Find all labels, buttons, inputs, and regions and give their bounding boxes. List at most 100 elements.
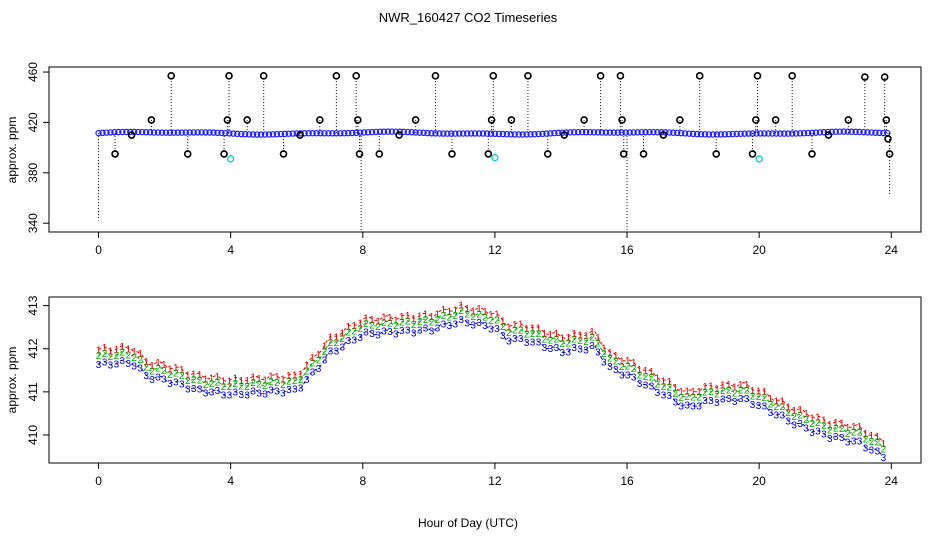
series-point-2: 2 [464,310,470,321]
series-point-1: 1 [268,372,274,383]
baseline-point [285,130,292,137]
series-point-2: 2 [869,437,875,448]
series-point-2: 2 [250,378,256,389]
series-point-1: 1 [369,315,375,326]
series-point-1: 1 [244,376,250,387]
baseline-point [745,130,752,137]
top-x-tick-label: 0 [95,243,102,257]
spike-point [659,131,668,139]
series-point-3: 3 [244,390,250,401]
spike-point [259,72,268,80]
series-point-3: 3 [381,327,387,338]
series-point-2: 2 [357,324,363,335]
baseline-point [432,130,439,137]
baseline-point [832,128,839,135]
series-point-3: 3 [452,320,458,331]
series-point-3: 3 [340,343,346,354]
spike-point [243,116,251,124]
series-point-1: 1 [613,351,619,362]
series-point-3: 3 [221,391,227,402]
spike-point [355,150,364,158]
series-point-3: 3 [114,359,120,370]
series-point-2: 2 [238,382,244,393]
baseline-point [574,128,582,136]
series-point-1: 1 [191,370,197,381]
series-point-2: 2 [131,353,137,364]
series-point-3: 3 [375,331,381,342]
series-point-3: 3 [102,357,108,368]
series-point-3: 3 [316,364,322,375]
series-point-3: 3 [149,375,155,386]
baseline-point [864,129,871,136]
baseline-point [467,130,475,137]
series-point-1: 1 [173,363,179,374]
baseline-point [697,131,705,138]
series-point-1: 1 [625,356,631,367]
series-point-2: 2 [696,393,702,404]
baseline-point [416,129,423,136]
series-point-2: 2 [583,337,589,348]
series-point-3: 3 [756,401,762,412]
baseline-point [138,128,146,136]
baseline-point [757,130,764,137]
top-x-tick-label: 8 [359,243,366,257]
series-point-1: 1 [720,380,726,391]
series-point-1: 1 [411,314,417,325]
bottom-x-tick-label: 16 [620,474,634,488]
series-point-2: 2 [738,385,744,396]
series-point-2: 2 [149,367,155,378]
series-point-2: 2 [399,318,405,329]
series-point-1: 1 [690,387,696,398]
series-point-3: 3 [851,436,857,447]
spike-point [808,150,816,158]
series-point-3: 3 [875,446,881,457]
series-point-3: 3 [881,453,887,464]
bottom-y-tick-label: 410 [26,425,40,445]
series-point-1: 1 [631,358,637,369]
baseline-point [610,129,618,136]
series-point-3: 3 [238,390,244,401]
series-point-2: 2 [690,393,696,404]
series-point-2: 2 [815,418,821,429]
series-point-2: 2 [607,353,613,364]
series-point-2: 2 [244,382,250,393]
baseline-point [880,129,887,137]
series-point-1: 1 [607,348,613,359]
baseline-point [681,130,689,137]
bottom-x-tick-label: 12 [488,474,502,488]
baseline-point [721,131,729,138]
series-point-2: 2 [298,375,304,386]
baseline-point [567,129,574,136]
series-point-3: 3 [137,363,143,374]
series-point-3: 3 [161,374,167,385]
series-point-3: 3 [601,358,607,369]
baseline-point [281,130,289,138]
series-point-3: 3 [667,391,673,402]
baseline-point [634,129,641,136]
series-point-2: 2 [542,334,548,345]
series-point-3: 3 [197,384,203,395]
baseline-point [150,129,158,136]
baseline-point [309,130,316,137]
baseline-point [531,131,538,138]
series-point-3: 3 [310,367,316,378]
series-point-1: 1 [774,397,780,408]
baseline-point [674,129,681,137]
series-point-3: 3 [470,321,476,332]
series-point-3: 3 [708,396,714,407]
series-point-3: 3 [803,423,809,434]
series-point-3: 3 [702,396,708,407]
series-point-1: 1 [619,356,625,367]
series-point-1: 1 [506,322,512,333]
baseline-point [551,129,558,137]
baseline-point [491,130,499,137]
series-point-1: 1 [96,346,102,357]
baseline-point [257,131,265,138]
baseline-point [479,130,487,137]
series-point-1: 1 [143,357,149,368]
series-point-1: 1 [334,332,340,343]
series-point-1: 1 [209,373,215,384]
spike-point [375,150,384,158]
series-point-2: 2 [417,317,423,328]
series-point-2: 2 [684,392,690,403]
